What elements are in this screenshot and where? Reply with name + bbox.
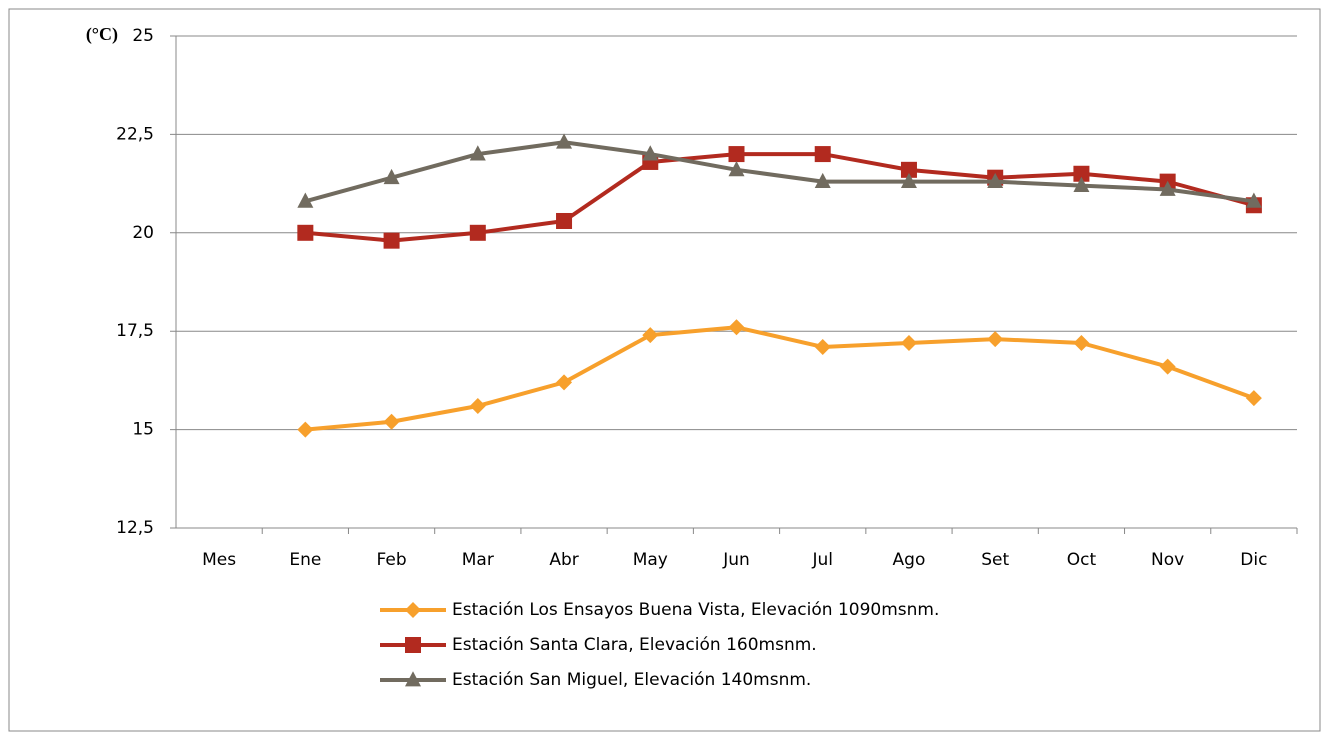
x-tick-label: Jul [811, 550, 833, 570]
point [405, 602, 421, 618]
point [1245, 192, 1262, 208]
point [469, 397, 486, 414]
x-tick-label: Nov [1151, 550, 1184, 570]
point [987, 172, 1004, 189]
point [297, 224, 314, 241]
series-line [305, 325, 1255, 432]
x-tick-label: Oct [1067, 550, 1097, 570]
point [1073, 335, 1090, 352]
point [642, 145, 659, 161]
legend-label: Estación Los Ensayos Buena Vista, Elevac… [452, 600, 939, 620]
y-tick-label: 15 [132, 420, 154, 440]
point [405, 671, 421, 687]
point [1159, 180, 1176, 196]
y-axis-label: (°C) [86, 24, 118, 45]
x-tick-label: May [633, 550, 668, 570]
point [556, 212, 573, 229]
point [297, 421, 314, 438]
point [1073, 176, 1090, 192]
point [469, 224, 486, 241]
x-tick-label: Mes [202, 550, 236, 570]
point [814, 338, 831, 355]
chart-frame [8, 8, 1321, 732]
point [1073, 165, 1090, 182]
x-tick-label: Feb [377, 550, 407, 570]
x-tick-label: Dic [1240, 550, 1267, 570]
point [297, 192, 314, 208]
y-tick-label: 25 [132, 26, 154, 46]
point [900, 335, 917, 352]
point [987, 331, 1004, 348]
legend-label: Estación Santa Clara, Elevación 160msnm. [452, 635, 817, 655]
y-tick-label: 12,5 [116, 518, 154, 538]
point [383, 232, 400, 249]
x-tick-label: Abr [549, 550, 578, 570]
point [814, 146, 831, 163]
y-tick-label: 22,5 [116, 124, 154, 144]
point [556, 133, 573, 149]
point [900, 172, 917, 189]
point [383, 168, 400, 185]
x-tick-label: Ago [893, 550, 926, 570]
point [900, 161, 917, 178]
point [814, 172, 831, 189]
series-line [304, 140, 1255, 204]
x-tick-label: Jun [722, 550, 750, 570]
x-tick-label: Set [981, 550, 1009, 570]
point [383, 413, 400, 430]
point [1245, 390, 1262, 407]
point [1159, 358, 1176, 375]
point [728, 146, 745, 163]
y-tick-label: 17,5 [116, 321, 154, 341]
x-tick-label: Mar [462, 550, 494, 570]
point [728, 161, 745, 177]
legend-label: Estación San Miguel, Elevación 140msnm. [452, 670, 811, 690]
point [556, 374, 573, 391]
series-line [305, 152, 1255, 243]
point [642, 327, 659, 344]
point [469, 145, 486, 161]
x-tick-label: Ene [289, 550, 321, 570]
point [405, 637, 421, 653]
y-tick-label: 20 [132, 223, 154, 243]
point [728, 319, 745, 336]
